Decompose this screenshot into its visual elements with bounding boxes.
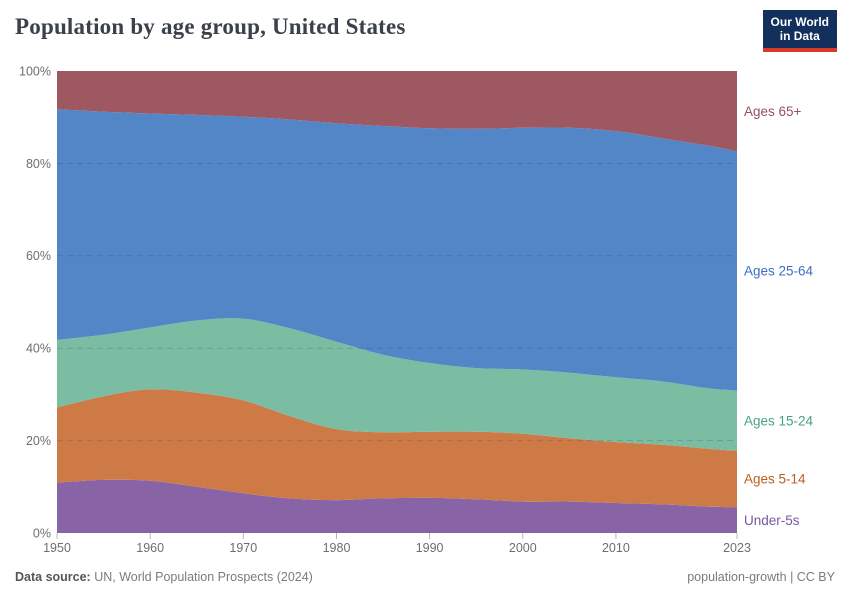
area-ages-65[interactable] — [57, 71, 737, 152]
legend-label-ages-65[interactable]: Ages 65+ — [744, 104, 802, 119]
legend-label-ages-15-24[interactable]: Ages 15-24 — [744, 413, 814, 428]
x-tick-label-2010: 2010 — [602, 541, 630, 555]
owid-logo-line2: in Data — [779, 29, 820, 43]
x-tick-label-2000: 2000 — [509, 541, 537, 555]
area-ages-5-14[interactable] — [57, 389, 737, 508]
chart-slug-license-link[interactable]: population-growth | CC BY — [687, 570, 835, 584]
x-tick-label-1980: 1980 — [323, 541, 351, 555]
x-tick-label-1950: 1950 — [43, 541, 71, 555]
data-source-text: UN, World Population Prospects (2024) — [94, 570, 313, 584]
area-ages-15-24[interactable] — [57, 318, 737, 451]
owid-logo-line1: Our World — [770, 15, 829, 29]
y-tick-label-60: 60% — [26, 249, 51, 263]
legend-label-under-5s[interactable]: Under-5s — [744, 513, 800, 528]
owid-logo[interactable]: Our World in Data — [762, 10, 837, 52]
y-tick-label-20: 20% — [26, 434, 51, 448]
x-tick-label-1960: 1960 — [136, 541, 164, 555]
area-ages-25-64[interactable] — [57, 109, 737, 391]
y-tick-label-0: 0% — [33, 526, 51, 540]
y-tick-label-80: 80% — [26, 157, 51, 171]
legend-label-ages-5-14[interactable]: Ages 5-14 — [744, 472, 806, 487]
data-source-label: Data source: — [15, 570, 91, 584]
page-title: Population by age group, United States — [15, 14, 406, 39]
legend-label-ages-25-64[interactable]: Ages 25-64 — [744, 264, 814, 279]
data-source-note: Data source: UN, World Population Prospe… — [15, 570, 313, 584]
area-under-5s[interactable] — [57, 479, 737, 533]
y-tick-label-100: 100% — [19, 64, 51, 78]
y-tick-label-40: 40% — [26, 342, 51, 356]
x-tick-label-2023: 2023 — [723, 541, 751, 555]
x-tick-label-1990: 1990 — [416, 541, 444, 555]
x-tick-label-1970: 1970 — [229, 541, 257, 555]
